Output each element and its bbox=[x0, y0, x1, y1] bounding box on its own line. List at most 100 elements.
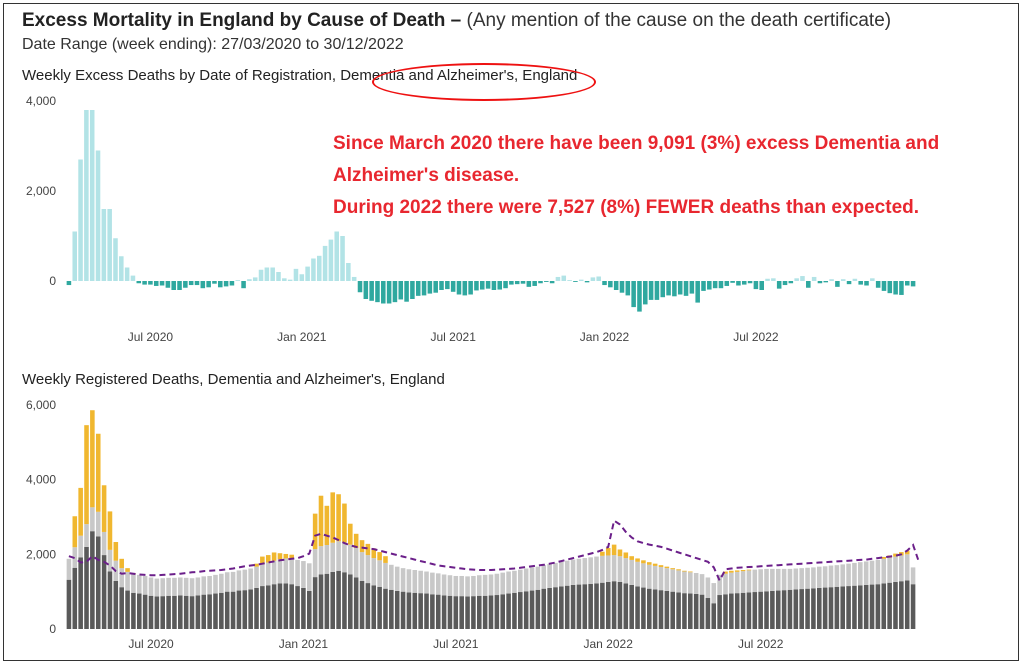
registered-bar-base bbox=[664, 590, 670, 629]
excess-bar bbox=[602, 281, 607, 286]
excess-bar bbox=[363, 281, 369, 299]
registered-bar-base bbox=[752, 592, 758, 629]
registered-bar-mid bbox=[107, 549, 113, 572]
registered-bar-excess bbox=[336, 494, 341, 542]
registered-bar-excess bbox=[342, 503, 347, 543]
excess-bar bbox=[427, 281, 433, 294]
registered-bar-mid bbox=[289, 558, 294, 585]
excess-bar bbox=[415, 281, 421, 296]
registered-bar-mid bbox=[441, 574, 447, 596]
registered-bar-mid bbox=[617, 556, 623, 582]
registered-bar-mid bbox=[506, 571, 511, 594]
registered-bar-excess bbox=[611, 544, 617, 556]
registered-bar-mid bbox=[412, 570, 418, 593]
registered-bar-mid bbox=[904, 554, 910, 581]
registered-bar-excess bbox=[600, 551, 605, 556]
registered-bar-base bbox=[500, 594, 506, 629]
x-tick-label: Jan 2021 bbox=[279, 637, 329, 651]
registered-bar-mid bbox=[717, 574, 722, 596]
registered-bar-excess bbox=[904, 550, 910, 555]
registered-bar-excess bbox=[107, 511, 113, 550]
excess-bar bbox=[153, 281, 159, 286]
registered-bar-base bbox=[113, 580, 119, 629]
registered-bar-mid bbox=[78, 535, 83, 558]
registered-bar-mid bbox=[693, 573, 699, 594]
x-tick-label: Jul 2022 bbox=[733, 330, 779, 344]
excess-bar bbox=[485, 281, 491, 289]
registered-bar-mid bbox=[529, 567, 535, 591]
registered-bar-base bbox=[535, 589, 541, 629]
registered-bar-mid bbox=[476, 575, 482, 596]
excess-bar bbox=[148, 281, 153, 285]
registered-bar-base bbox=[852, 585, 857, 629]
excess-bar bbox=[241, 281, 246, 289]
registered-bar-excess bbox=[371, 548, 377, 559]
excess-bar bbox=[858, 281, 863, 285]
registered-bar-mid bbox=[910, 567, 916, 585]
excess-bar bbox=[910, 281, 916, 287]
registered-bar-mid bbox=[887, 557, 892, 583]
excess-bar bbox=[526, 281, 532, 287]
excess-bar bbox=[410, 281, 415, 299]
registered-bar-mid bbox=[635, 561, 640, 587]
registered-bar-mid bbox=[125, 571, 130, 591]
registered-bar-mid bbox=[869, 560, 875, 585]
registered-bar-excess bbox=[125, 568, 130, 572]
registered-bar-base bbox=[95, 536, 101, 629]
registered-bar-base bbox=[242, 590, 248, 629]
registered-bar-mid bbox=[195, 577, 201, 596]
registered-bar-mid bbox=[230, 571, 236, 592]
registered-bar-excess bbox=[682, 570, 687, 572]
registered-bar-base bbox=[770, 590, 775, 629]
registered-bar-mid bbox=[688, 572, 693, 594]
registered-bar-mid bbox=[664, 568, 670, 591]
registered-bar-base bbox=[260, 586, 265, 629]
registered-bar-base bbox=[705, 598, 711, 629]
registered-bar-base bbox=[529, 590, 535, 629]
registered-bar-excess bbox=[330, 492, 336, 543]
registered-bar-excess bbox=[635, 558, 640, 562]
excess-bar bbox=[794, 278, 799, 281]
registered-bar-mid bbox=[348, 544, 353, 575]
registered-bar-mid bbox=[752, 569, 758, 593]
excess-bar bbox=[549, 281, 555, 284]
registered-bar-mid bbox=[770, 568, 775, 591]
registered-bar-mid bbox=[201, 576, 207, 595]
registered-bar-base bbox=[523, 591, 529, 629]
excess-bar bbox=[532, 281, 537, 286]
registered-bar-base bbox=[729, 593, 734, 629]
registered-bar-mid bbox=[435, 573, 441, 595]
excess-bar bbox=[78, 159, 83, 281]
registered-bar-base bbox=[406, 592, 412, 629]
registered-bar-mid bbox=[682, 571, 687, 594]
registered-bar-base bbox=[219, 592, 224, 629]
registered-bar-base bbox=[125, 590, 130, 629]
registered-bar-base bbox=[869, 584, 875, 629]
excess-bar bbox=[334, 231, 339, 281]
registered-bar-base bbox=[576, 584, 582, 629]
excess-bar bbox=[899, 281, 904, 295]
registered-bar-mid bbox=[142, 575, 148, 595]
registered-bar-excess bbox=[72, 516, 78, 548]
registered-bar-mid bbox=[189, 578, 195, 597]
excess-bar bbox=[66, 281, 72, 286]
annotation-line-1: Since March 2020 there have been 9,091 (… bbox=[333, 133, 940, 154]
registered-bar-base bbox=[881, 583, 887, 629]
excess-bar bbox=[229, 281, 235, 286]
excess-bar bbox=[654, 281, 660, 300]
y-tick-label: 2,000 bbox=[26, 547, 56, 561]
registered-bar-base bbox=[658, 590, 664, 629]
y-tick-label: 0 bbox=[49, 274, 56, 288]
excess-bar bbox=[544, 281, 549, 282]
registered-bar-base bbox=[553, 587, 558, 629]
registered-bar-base bbox=[271, 584, 277, 629]
excess-bar bbox=[905, 281, 910, 286]
registered-bar-base bbox=[699, 594, 705, 629]
registered-bar-base bbox=[506, 593, 511, 629]
excess-bar bbox=[759, 281, 764, 290]
registered-bar-base bbox=[324, 573, 330, 629]
registered-bar-base bbox=[717, 595, 722, 629]
registered-bar-base bbox=[195, 595, 201, 629]
excess-bar bbox=[701, 281, 706, 291]
excess-bar bbox=[322, 245, 328, 281]
